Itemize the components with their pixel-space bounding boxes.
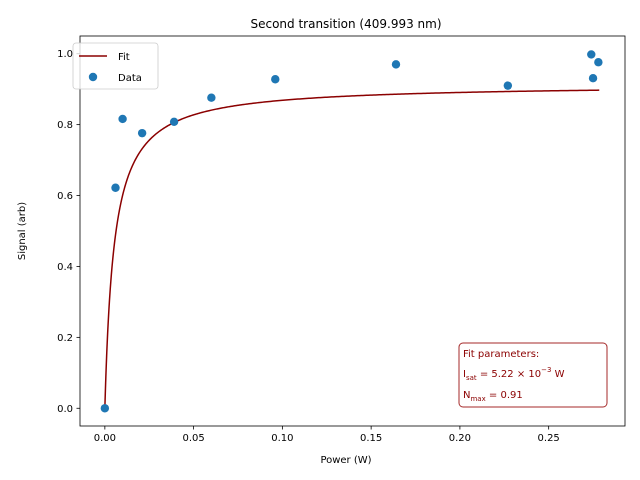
nmax-value: = 0.91 [486, 390, 523, 401]
data-point [207, 93, 216, 102]
isat-unit: W [551, 369, 564, 380]
isat-subscript: sat [466, 374, 477, 382]
fit-parameters-box: Fit parameters: Isat = 5.22 × 10−3 W Nma… [458, 342, 608, 408]
x-tick-label: 0.10 [271, 433, 293, 444]
fit-nmax-line: Nmax = 0.91 [463, 390, 523, 403]
data-point [587, 50, 596, 59]
points-layer [100, 50, 603, 413]
data-point [271, 75, 280, 84]
x-axis-label: Power (W) [320, 455, 371, 466]
data-point [594, 58, 603, 67]
isat-symbol: I [463, 369, 466, 380]
legend-data-label: Data [118, 73, 142, 84]
data-point [111, 183, 120, 192]
y-tick-label: 0.0 [57, 404, 73, 415]
fit-parameters-frame [458, 342, 608, 408]
data-point [391, 60, 401, 69]
data-point [503, 81, 513, 90]
isat-exponent: −3 [541, 366, 551, 374]
data-point [118, 114, 127, 124]
y-tick-label: 1.0 [57, 49, 73, 60]
x-tick-label: 0.05 [182, 433, 204, 444]
chart-title: Second transition (409.993 nm) [250, 17, 441, 31]
y-tick-label: 0.6 [57, 191, 73, 202]
x-tick-label: 0.00 [94, 433, 116, 444]
nmax-subscript: max [470, 395, 485, 403]
data-point [588, 73, 598, 83]
y-axis-ticks: 0.0 0.2 0.4 0.6 0.8 1.0 [57, 49, 80, 415]
data-point [100, 404, 110, 413]
fit-parameters-heading: Fit parameters: [463, 349, 539, 360]
nmax-symbol: N [463, 390, 470, 401]
data-point [169, 117, 179, 127]
y-tick-label: 0.2 [57, 333, 73, 344]
x-tick-label: 0.15 [360, 433, 382, 444]
x-axis-ticks: 0.00 0.05 0.10 0.15 0.20 0.25 [94, 426, 560, 444]
y-tick-label: 0.4 [57, 262, 73, 273]
fit-layer [104, 89, 600, 409]
isat-value: = 5.22 × 10 [477, 369, 541, 380]
x-tick-label: 0.25 [538, 433, 560, 444]
legend-box [72, 42, 159, 90]
x-tick-label: 0.20 [449, 433, 471, 444]
fit-isat-line: Isat = 5.22 × 10−3 W [463, 366, 565, 382]
plot-frame [79, 35, 626, 427]
y-tick-label: 0.8 [57, 120, 73, 131]
legend: Fit Data [72, 42, 159, 90]
data-point [137, 128, 147, 138]
y-axis-label: Signal (arb) [17, 202, 28, 260]
fit-line [104, 89, 600, 409]
legend-data-swatch [88, 72, 98, 82]
legend-fit-label: Fit [118, 52, 130, 63]
